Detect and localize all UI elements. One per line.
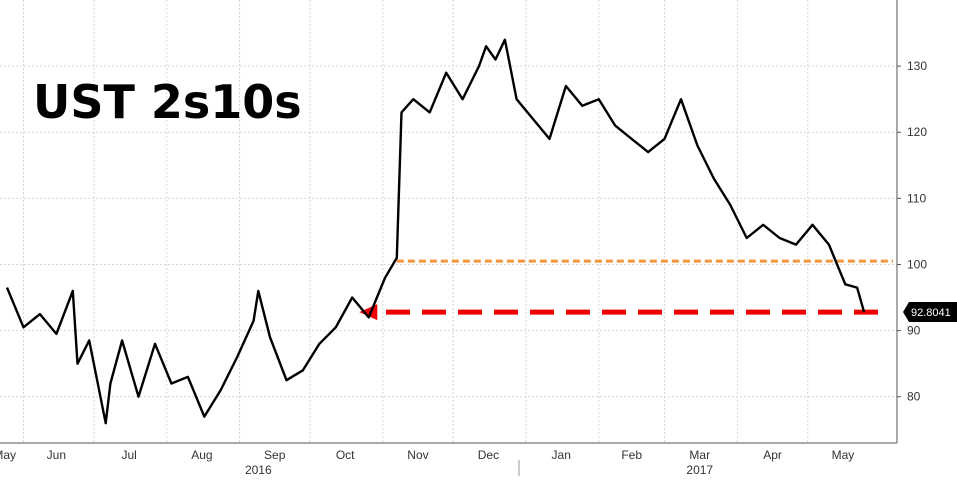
- last-value-badge: [903, 302, 957, 323]
- y-tick-labels: 80 90 100 110 120 130: [897, 59, 927, 404]
- x-tick-label: Aug: [191, 448, 212, 462]
- y-tick-label: 110: [907, 191, 926, 205]
- y-tick-label: 90: [907, 324, 921, 338]
- x-tick-label: Oct: [336, 448, 355, 462]
- x-tick-label: Nov: [407, 448, 428, 462]
- gridlines: [0, 0, 897, 443]
- x-tick-label: Jan: [552, 448, 571, 462]
- x-tick-label: May: [832, 448, 855, 462]
- axes: [0, 0, 898, 476]
- x-tick-label: May: [0, 448, 16, 462]
- x-year-label: 2016: [245, 463, 272, 477]
- last-value-tag: 92.8041: [903, 302, 957, 323]
- x-tick-labels: May Jun Jul Aug Sep Oct Nov Dec Jan Feb Mar Apr May 2…: [0, 448, 854, 477]
- x-tick-label: Jun: [47, 448, 66, 462]
- series-line: [5, 38, 866, 425]
- chart-title: UST 2s10s: [33, 75, 302, 129]
- y-tick-label: 80: [907, 390, 921, 404]
- x-tick-label: Feb: [621, 448, 642, 462]
- y-tick-label: 100: [907, 257, 927, 271]
- y-tick-label: 120: [907, 125, 927, 139]
- x-tick-label: Mar: [689, 448, 710, 462]
- x-tick-label: Jul: [121, 448, 136, 462]
- y-tick-label: 130: [907, 59, 927, 73]
- x-tick-label: Apr: [763, 448, 782, 462]
- last-value-label: 92.8041: [911, 307, 951, 319]
- x-tick-label: Dec: [478, 448, 499, 462]
- x-tick-label: Sep: [264, 448, 286, 462]
- x-year-label: 2017: [686, 463, 713, 477]
- series: [5, 38, 866, 425]
